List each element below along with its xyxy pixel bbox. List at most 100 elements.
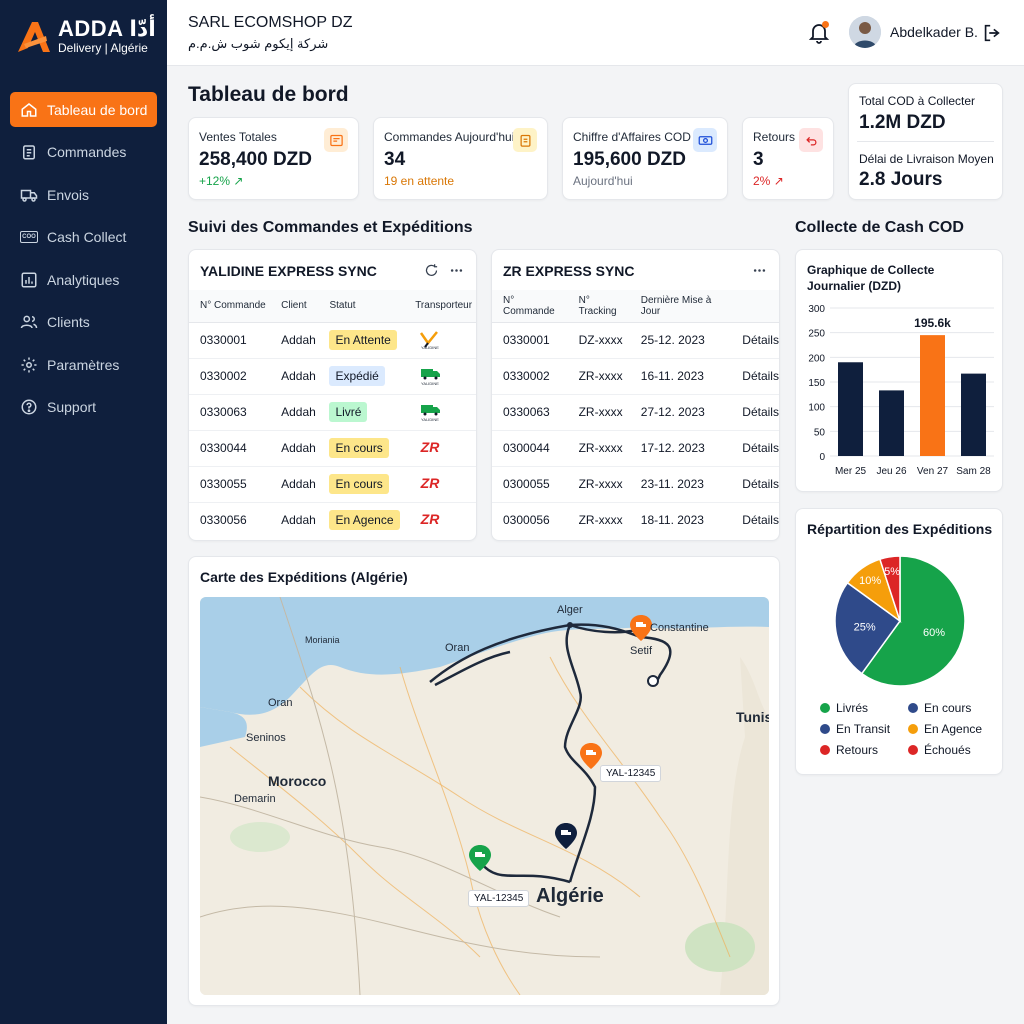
- x-tick-label: Ven 27: [917, 466, 949, 477]
- pie-slice[interactable]: [878, 555, 901, 622]
- more-icon[interactable]: [752, 263, 767, 278]
- kpi-card-cod-revenue: Chiffre d'Affaires COD 195,600 DZD Aujou…: [562, 117, 728, 200]
- map-label-oran: Oran: [268, 697, 293, 709]
- column-header[interactable]: Transporteur: [404, 290, 476, 323]
- column-header[interactable]: N° Commande: [189, 290, 271, 323]
- column-header[interactable]: N° Commande: [492, 290, 568, 323]
- client-name: Addah: [270, 430, 319, 467]
- table-row[interactable]: 0330001 DZ-xxxx 25-12. 2023 Détails: [492, 322, 779, 359]
- shipments-map[interactable]: Alger Constantine Setif Oran Oran Morian…: [200, 597, 769, 995]
- shipment-tag[interactable]: YAL-12345: [468, 890, 530, 907]
- adda-logo-icon: [18, 22, 50, 52]
- x-tick-label: Jeu 26: [876, 466, 906, 477]
- sidebar-item-orders[interactable]: Commandes: [10, 135, 157, 170]
- svg-text:ZR: ZR: [420, 439, 441, 455]
- details-link[interactable]: Détails: [731, 322, 779, 359]
- map-marker-orange[interactable]: [630, 615, 652, 641]
- pie-slice-label: 60%: [923, 627, 945, 639]
- brand-name: ADDA أدّا: [58, 16, 156, 41]
- details-link[interactable]: Détails: [731, 394, 779, 431]
- last-update: 16-11. 2023: [629, 358, 732, 395]
- sidebar-item-shipments[interactable]: Envois: [10, 177, 157, 212]
- notifications-button[interactable]: [807, 20, 831, 44]
- divider: [857, 141, 994, 142]
- return-icon: [799, 128, 823, 152]
- sidebar-item-analytics[interactable]: Analytiques: [10, 262, 157, 297]
- tracking-section-title: Suivi des Commandes et Expéditions: [188, 219, 473, 236]
- details-link[interactable]: Détails: [731, 358, 779, 395]
- table-row[interactable]: 0330002 Addah Expédié YALIDINE: [189, 358, 476, 395]
- table-row[interactable]: 0330063 ZR-xxxx 27-12. 2023 Détails: [492, 394, 779, 431]
- map-label-senines: Seninos: [246, 732, 286, 744]
- shipment-tag[interactable]: YAL-12345: [600, 765, 662, 782]
- zr-express-logo-icon: ZR: [420, 475, 441, 491]
- status-badge: Livré: [329, 402, 368, 422]
- kpi-trend: 2% ↗: [753, 174, 784, 188]
- logout-button[interactable]: [981, 22, 1003, 44]
- table-row[interactable]: 0330056 Addah En Agence ZR: [189, 502, 476, 538]
- avatar[interactable]: [849, 16, 881, 48]
- client-name: Addah: [270, 466, 319, 503]
- sidebar: ADDA أدّا Delivery | Algérie Tableau de …: [0, 0, 167, 1024]
- brand-logo[interactable]: ADDA أدّا Delivery | Algérie: [16, 14, 161, 58]
- client-name: Addah: [270, 358, 319, 395]
- pie-slice[interactable]: [860, 555, 966, 687]
- table-row[interactable]: 0300044 ZR-xxxx 17-12. 2023 Détails: [492, 430, 779, 467]
- status-badge: En Agence: [329, 510, 400, 531]
- legend-item: En Agence: [908, 722, 982, 736]
- bar[interactable]: [879, 390, 904, 456]
- kpi-sub: 19 en attente: [384, 174, 455, 188]
- last-update: 17-12. 2023: [629, 430, 732, 467]
- details-link[interactable]: Détails: [731, 430, 779, 467]
- table-row[interactable]: 0300056 ZR-xxxx 18-11. 2023 Détails: [492, 502, 779, 538]
- order-number: 0300056: [503, 513, 550, 528]
- map-label-tunis: Tunis: [736, 709, 769, 725]
- details-link[interactable]: Détails: [742, 513, 779, 528]
- table-row[interactable]: 0330044 Addah En cours ZR: [189, 430, 476, 467]
- help-icon: [21, 399, 37, 415]
- table-row[interactable]: 0330001 Addah En Attente YALIDINE: [189, 322, 476, 359]
- svg-text:YALIDINE: YALIDINE: [421, 345, 439, 350]
- legend-label: En Agence: [924, 722, 983, 736]
- sidebar-item-support[interactable]: Support: [10, 390, 157, 425]
- svg-text:ZR: ZR: [420, 511, 441, 527]
- bar[interactable]: [961, 373, 986, 456]
- cash-icon: [693, 128, 717, 152]
- zr-panel: ZR EXPRESS SYNC N° Commande N° Tracking …: [491, 249, 780, 541]
- column-header[interactable]: Client: [270, 290, 319, 323]
- sidebar-item-clients[interactable]: Clients: [10, 305, 157, 340]
- table-row[interactable]: 0330002 ZR-xxxx 16-11. 2023 Détails: [492, 358, 779, 395]
- more-icon[interactable]: [449, 263, 464, 278]
- pie-slice[interactable]: [834, 581, 902, 675]
- bar[interactable]: [920, 335, 945, 456]
- map-marker-green[interactable]: [469, 845, 491, 871]
- sidebar-item-dashboard[interactable]: Tableau de bord: [10, 92, 157, 127]
- status-badge: Expédié: [329, 366, 385, 386]
- map-marker-orange[interactable]: [580, 743, 602, 769]
- yalidine-truck-icon: YALIDINE: [421, 369, 441, 386]
- column-header[interactable]: Dernière Mise à Jour: [629, 290, 732, 323]
- legend-label: Livrés: [836, 701, 869, 715]
- table-row[interactable]: 0330055 Addah En cours ZR: [189, 466, 476, 503]
- pie-slice-label: 5%: [884, 566, 900, 578]
- refresh-icon[interactable]: [424, 263, 439, 278]
- sidebar-item-cash-collect[interactable]: COO Cash Collect: [10, 220, 157, 255]
- column-header[interactable]: Statut: [318, 290, 405, 323]
- bar[interactable]: [838, 362, 863, 456]
- kpi-card-sales: Ventes Totales 258,400 DZD +12% ↗: [188, 117, 359, 200]
- legend-item: En cours: [908, 701, 971, 715]
- last-update: 27-12. 2023: [629, 394, 732, 431]
- yalidine-table: N° Commande Client Statut Transporteur 0…: [189, 290, 476, 538]
- details-link[interactable]: Détails: [731, 466, 779, 503]
- sidebar-item-settings[interactable]: Paramètres: [10, 347, 157, 382]
- user-name[interactable]: Abdelkader B.: [890, 24, 978, 40]
- map-marker-navy[interactable]: [555, 823, 577, 849]
- delay-value: 2.8 Jours: [859, 169, 943, 190]
- column-header[interactable]: N° Tracking: [567, 290, 630, 323]
- table-row[interactable]: 0330063 Addah Livré YALIDINE: [189, 394, 476, 431]
- map-canvas: [200, 597, 769, 995]
- sidebar-item-label: Commandes: [47, 144, 127, 160]
- table-row[interactable]: 0300055 ZR-xxxx 23-11. 2023 Détails: [492, 466, 779, 503]
- panel-tools: [752, 263, 767, 278]
- tracking-number: ZR-xxxx: [567, 358, 630, 395]
